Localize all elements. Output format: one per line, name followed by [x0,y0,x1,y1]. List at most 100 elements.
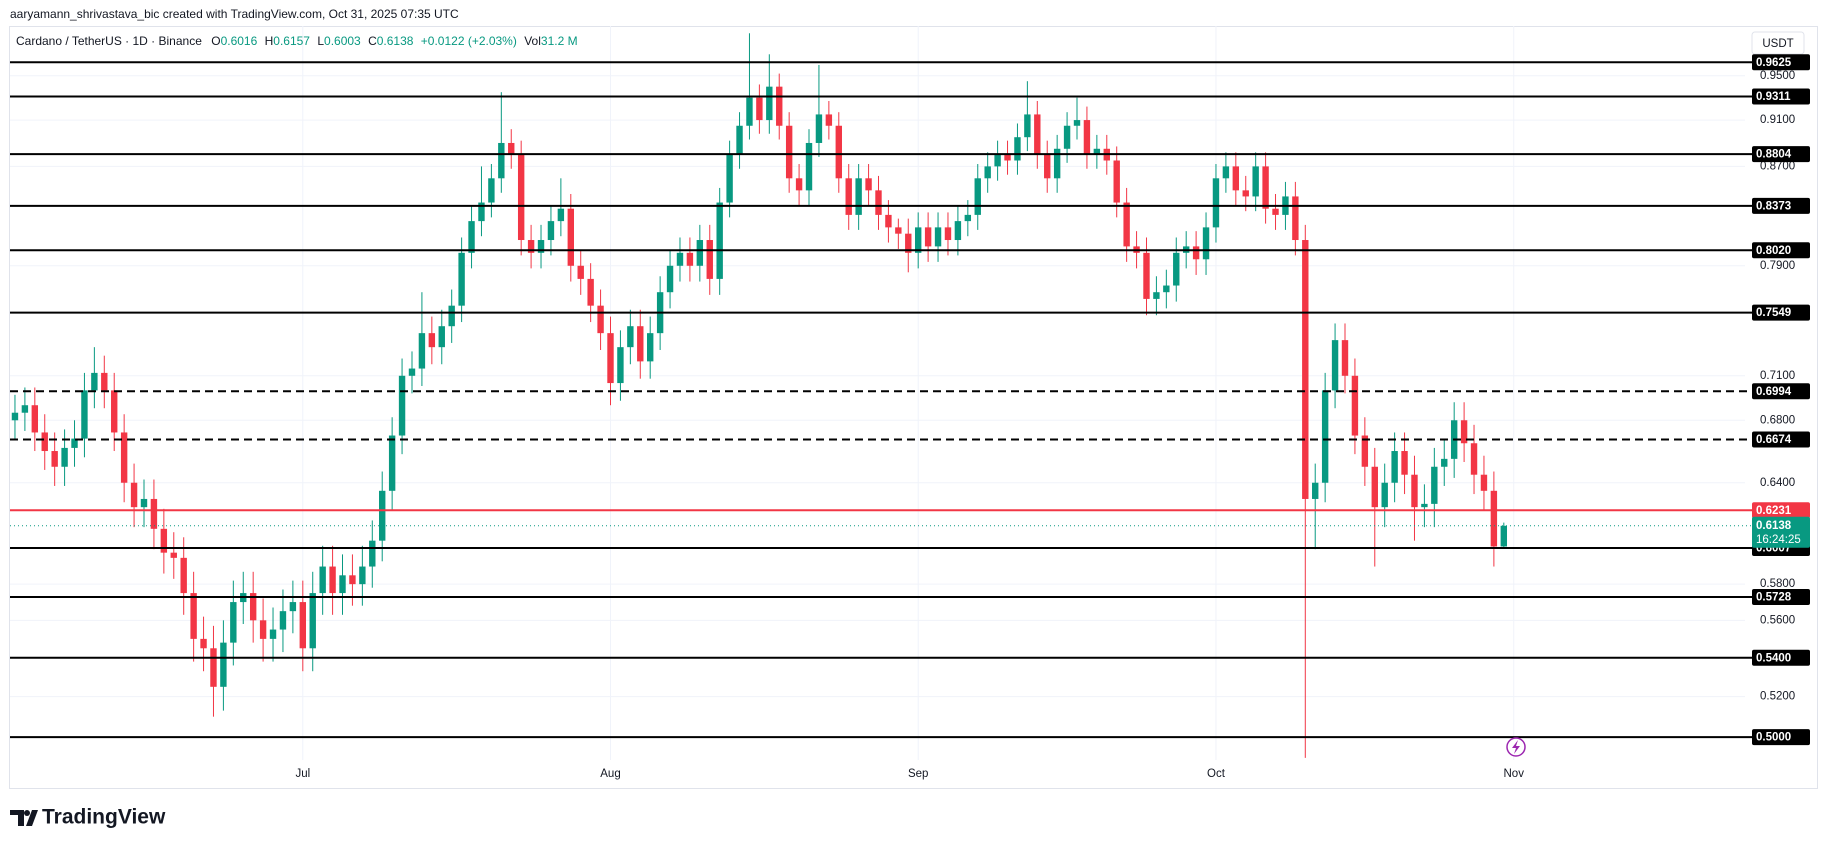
candle-body [1361,435,1369,467]
level-label: 0.6674 [1756,434,1792,446]
candle-body [498,142,505,179]
candle-body [1222,166,1230,179]
candle-body [319,566,326,594]
candle-body [1490,490,1498,547]
candle-body [1202,227,1210,260]
candle-body [1073,120,1081,126]
candle-body [924,227,932,247]
candle-body [944,227,952,241]
candle-body [1044,154,1051,179]
candle-body [1341,340,1349,376]
candle-body [964,214,972,222]
candle-body [81,390,88,439]
candle-body [875,190,882,215]
candle-body [309,593,316,649]
candle-body [577,265,584,279]
x-tick-label: Nov [1504,768,1525,780]
candle-body [428,333,436,348]
level-label-box [1752,649,1810,666]
candle-body [279,611,287,630]
candle-body [1292,196,1299,241]
candle-body [557,208,565,222]
x-tick-label: Jul [295,768,310,780]
volume-label: Vol [524,34,541,48]
candle-body [1242,190,1249,197]
brand-mark [10,810,38,826]
brand-name: TradingView [42,806,166,829]
alert-icon[interactable] [1506,737,1526,757]
candle-body [71,438,78,448]
candle-body [220,642,227,687]
y-tick-label: 0.6800 [1760,414,1795,426]
candle-body [795,178,803,191]
alert-bolt [1512,740,1520,754]
candle-body [289,602,297,612]
candle-body [388,435,396,491]
plot-area [10,26,1752,760]
candle-body [527,240,535,253]
y-tick-label: 0.7900 [1760,260,1795,272]
candle-body [51,451,58,467]
level-label-box [1752,54,1810,71]
level-label: 0.5728 [1756,592,1792,604]
candle-body [974,178,981,215]
low-value: 0.6003 [324,34,361,48]
countdown: 16:24:25 [1756,534,1801,546]
open-label: O [211,34,220,48]
candle-body [170,552,177,558]
candle-body [905,233,912,253]
candle-body [756,97,763,121]
candle-body [1252,166,1259,197]
candle-body [1500,525,1508,547]
candle-body [1014,137,1021,161]
level-label: 0.6994 [1756,386,1792,398]
candle-body [1083,120,1091,155]
candle-body [369,540,376,567]
candle-body [776,86,783,126]
currency-box[interactable] [1751,31,1805,55]
candle-body [517,154,525,241]
candle-body [1212,178,1220,228]
candle-body [130,482,138,508]
symbol: Cardano / TetherUS · 1D · Binance [16,34,202,48]
candle-body [637,326,644,362]
high-value: 0.6157 [273,34,310,48]
candle-body [1401,451,1408,475]
candle-body [845,178,852,215]
level-label: 0.5000 [1756,732,1791,744]
candle-body [398,375,406,436]
candle-body [676,252,684,266]
brand-logo[interactable]: TradingView [10,806,166,829]
candle-body [1034,114,1041,155]
level-label: 0.9625 [1756,57,1792,69]
y-tick-label: 0.5600 [1760,614,1795,626]
candle-body [140,498,148,508]
level-label-box [1752,729,1810,746]
current-price-box [1752,516,1810,548]
close-value: 0.6138 [377,34,414,48]
level-label: 0.7549 [1756,307,1791,319]
candle-body [706,240,713,279]
candle-body [696,240,704,266]
candle-body [1312,482,1319,499]
candle-body [458,252,465,306]
candle-body [1371,466,1378,508]
candle-body [1421,503,1428,508]
candle-body [1262,166,1269,209]
candle-body [607,333,614,384]
candle-body [855,178,862,215]
candle-body [418,333,426,369]
low-label: L [317,34,324,48]
candle-body [1093,148,1101,155]
candle-body [666,265,674,293]
level-label-box [1752,197,1810,214]
candle-body [934,227,942,247]
candle-body [259,620,267,639]
candle-body [865,178,872,191]
level-label: 0.9311 [1756,91,1791,103]
change: +0.0122 (+2.03%) [421,34,517,48]
candle-body [339,575,346,594]
candle-body [210,648,217,687]
candle-body [835,125,842,179]
